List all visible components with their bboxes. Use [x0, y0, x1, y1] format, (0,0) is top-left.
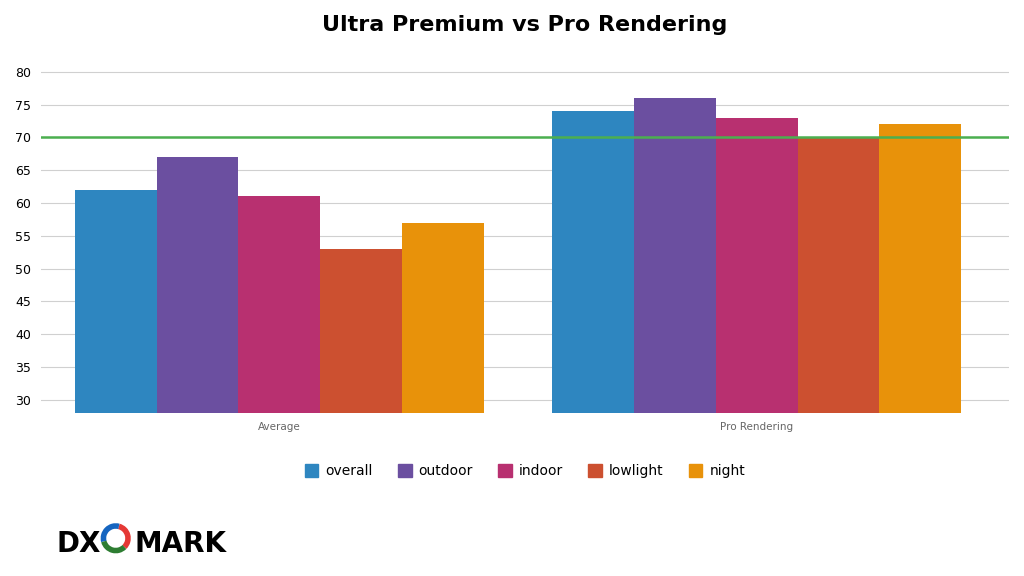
Bar [157, 157, 239, 413]
Bar [239, 196, 321, 413]
Legend: overall, outdoor, indoor, lowlight, night: overall, outdoor, indoor, lowlight, nigh… [299, 458, 751, 484]
Text: MARK: MARK [134, 530, 226, 558]
Bar [321, 249, 402, 413]
Bar [880, 124, 962, 413]
Text: DX: DX [56, 530, 100, 558]
Bar [634, 98, 716, 413]
Bar [798, 138, 880, 413]
Bar [716, 118, 798, 413]
Bar [75, 190, 157, 413]
Bar [552, 111, 634, 413]
Title: Ultra Premium vs Pro Rendering: Ultra Premium vs Pro Rendering [323, 15, 727, 35]
Bar [402, 223, 484, 413]
